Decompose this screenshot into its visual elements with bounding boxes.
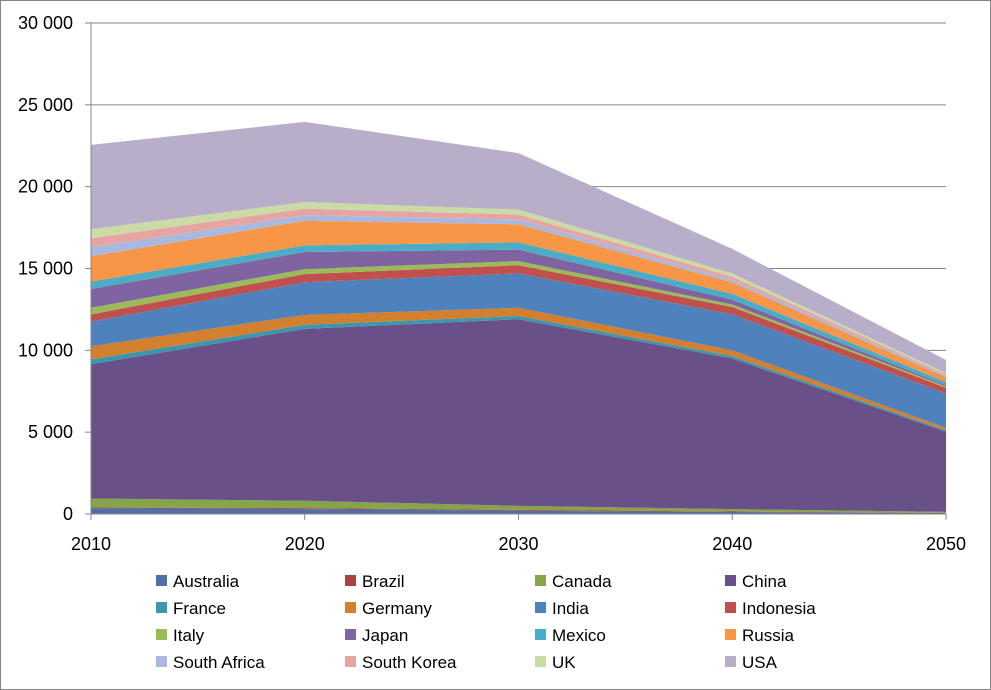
legend-label-usa: USA <box>742 653 778 672</box>
legend-label-india: India <box>552 599 589 618</box>
legend-swatch-france <box>156 602 167 613</box>
area-germany <box>91 307 946 431</box>
legend-label-italy: Italy <box>173 626 205 645</box>
legend-swatch-italy <box>156 629 167 640</box>
y-tick-label: 5 000 <box>28 422 73 442</box>
legend-swatch-usa <box>725 656 736 667</box>
legend-swatch-south-korea <box>345 656 356 667</box>
y-tick-label: 20 000 <box>18 177 73 197</box>
area-japan <box>91 249 946 387</box>
area-indonesia <box>91 265 946 394</box>
legend-label-brazil: Brazil <box>362 572 405 591</box>
area-china <box>91 319 946 512</box>
x-tick-label: 2050 <box>926 534 966 554</box>
legend-label-south-korea: South Korea <box>362 653 457 672</box>
area-russia <box>91 220 946 382</box>
x-tick-label: 2020 <box>285 534 325 554</box>
y-tick-label: 25 000 <box>18 95 73 115</box>
legend-label-mexico: Mexico <box>552 626 606 645</box>
legend-swatch-russia <box>725 629 736 640</box>
area-australia <box>91 508 946 514</box>
legend-swatch-uk <box>535 656 546 667</box>
area-series <box>91 121 946 514</box>
legend-label-france: France <box>173 599 226 618</box>
legend-swatch-canada <box>535 575 546 586</box>
legend-label-china: China <box>742 572 787 591</box>
area-usa <box>91 121 946 374</box>
legend-label-uk: UK <box>552 653 576 672</box>
legend-swatch-mexico <box>535 629 546 640</box>
legend-label-canada: Canada <box>552 572 612 591</box>
legend: Australia Brazil Canada China France Germany I… <box>156 572 816 672</box>
legend-swatch-brazil <box>345 575 356 586</box>
legend-swatch-indonesia <box>725 602 736 613</box>
area-india <box>91 273 946 428</box>
y-axis-ticks: 0 5 000 10 000 15 000 20 000 25 000 30 000 <box>18 13 91 524</box>
legend-label-russia: Russia <box>742 626 795 645</box>
area-brazil <box>91 507 946 514</box>
area-canada <box>91 498 946 513</box>
x-tick-label: 2040 <box>712 534 752 554</box>
legend-label-indonesia: Indonesia <box>742 599 816 618</box>
y-tick-label: 0 <box>63 504 73 524</box>
area-uk <box>91 202 946 375</box>
legend-label-australia: Australia <box>173 572 240 591</box>
x-tick-label: 2010 <box>71 534 111 554</box>
legend-swatch-germany <box>345 602 356 613</box>
area-mexico <box>91 242 946 386</box>
legend-swatch-china <box>725 575 736 586</box>
legend-swatch-india <box>535 602 546 613</box>
x-axis-ticks: 2010 2020 2030 2040 2050 <box>71 514 966 554</box>
legend-label-south-africa: South Africa <box>173 653 265 672</box>
x-tick-label: 2030 <box>498 534 538 554</box>
legend-label-germany: Germany <box>362 599 432 618</box>
y-tick-label: 10 000 <box>18 340 73 360</box>
legend-swatch-south-africa <box>156 656 167 667</box>
y-tick-label: 15 000 <box>18 259 73 279</box>
legend-label-japan: Japan <box>362 626 408 645</box>
legend-swatch-australia <box>156 575 167 586</box>
y-tick-label: 30 000 <box>18 13 73 33</box>
legend-swatch-japan <box>345 629 356 640</box>
